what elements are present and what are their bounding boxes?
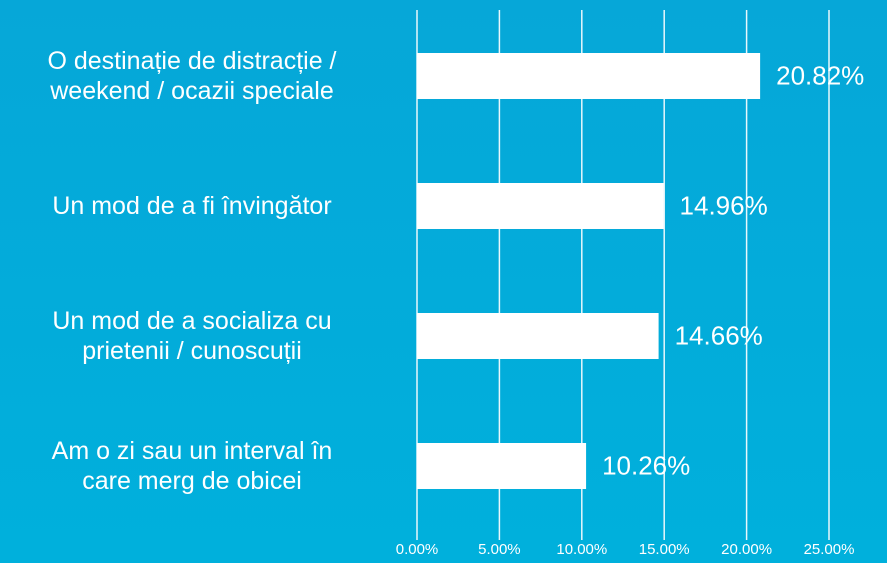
x-tick-label: 15.00% xyxy=(638,541,690,558)
bar xyxy=(417,313,659,359)
x-tick-label: 10.00% xyxy=(556,541,608,558)
bar xyxy=(417,443,587,489)
x-tick-label: 0.00% xyxy=(395,541,439,558)
value-label: 20.82% xyxy=(776,60,865,91)
x-tick-label: 20.00% xyxy=(721,541,773,558)
x-tick-label: 25.00% xyxy=(803,541,855,558)
value-label: 14.96% xyxy=(679,190,768,221)
x-tick-label: 5.00% xyxy=(478,541,521,558)
category-label: Am o zi sau un interval în care merg de … xyxy=(51,437,333,495)
category-label: Un mod de a socializa cu prietenii / cun… xyxy=(52,307,332,365)
bar xyxy=(417,183,664,229)
category-label: O destinație de distracție / weekend / o… xyxy=(47,47,337,105)
value-label: 10.26% xyxy=(602,450,691,481)
bar xyxy=(417,53,761,99)
value-label: 14.66% xyxy=(674,320,763,351)
category-label: Un mod de a fi învingător xyxy=(52,192,332,220)
